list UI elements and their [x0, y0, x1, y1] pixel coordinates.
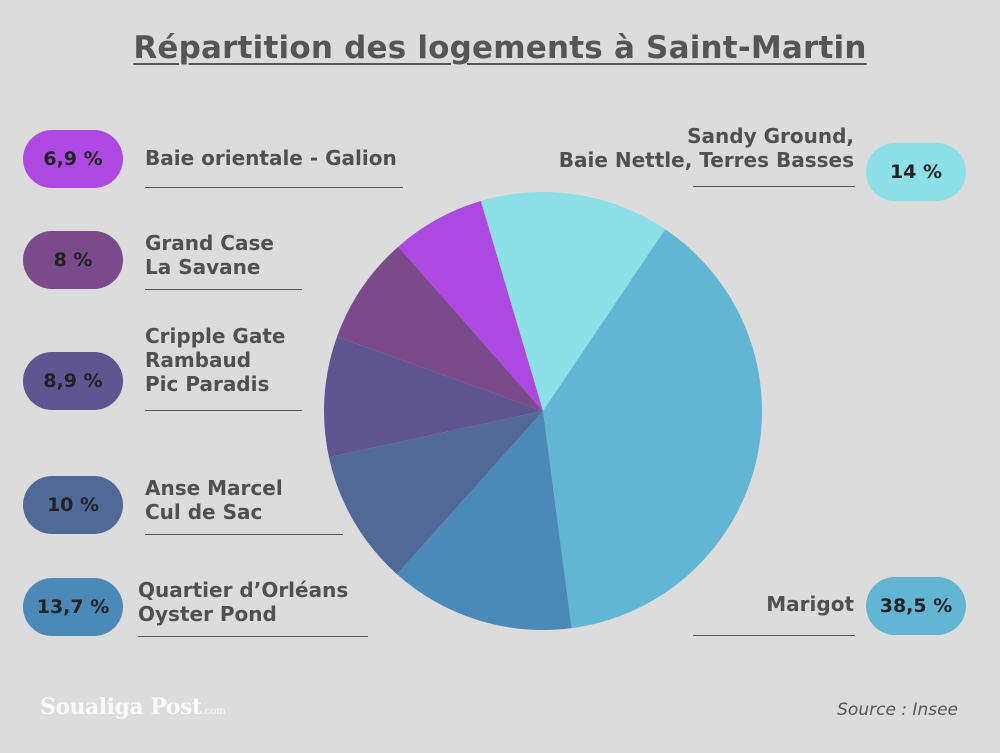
value-pill-grand-case: 8 %	[23, 231, 123, 289]
legend-rule-cripple-gate	[145, 410, 302, 411]
legend-rule-sandy-ground	[693, 186, 855, 187]
pie-slice-1	[543, 229, 762, 629]
chart-title: Répartition des logements à Saint-Martin	[133, 30, 867, 66]
legend-label-grand-case: Grand Case La Savane	[145, 231, 274, 279]
pie-slice-0	[480, 191, 666, 411]
value-pill-baie-orientale: 6,9 %	[23, 130, 123, 188]
source-note: Source : Insee	[837, 700, 958, 720]
legend-rule-quartier-orleans	[138, 636, 368, 637]
legend-label-baie-orientale: Baie orientale - Galion	[145, 146, 397, 170]
legend-label-sandy-ground: Sandy Ground, Baie Nettle, Terres Basses	[558, 124, 854, 172]
value-pill-anse-marcel: 10 %	[23, 476, 123, 534]
pie-slice-5	[337, 246, 543, 411]
legend-label-marigot: Marigot	[766, 592, 854, 616]
pie-slice-3	[328, 411, 543, 575]
pie-slice-6	[398, 201, 543, 411]
legend-label-quartier-orleans: Quartier d’Orléans Oyster Pond	[138, 578, 349, 626]
pie-slice-4	[324, 336, 543, 458]
value-pill-marigot: 38,5 %	[866, 577, 966, 635]
legend-label-cripple-gate: Cripple Gate Rambaud Pic Paradis	[145, 324, 286, 396]
legend-rule-anse-marcel	[145, 534, 343, 535]
legend-rule-grand-case	[145, 289, 302, 290]
value-pill-cripple-gate: 8,9 %	[23, 352, 123, 410]
pie-slice-2	[396, 411, 572, 630]
soualiga-post-logo: Soualiga Post.com	[40, 694, 226, 720]
value-pill-sandy-ground: 14 %	[866, 143, 966, 201]
legend-rule-baie-orientale	[145, 187, 403, 188]
value-pill-quartier-orleans: 13,7 %	[23, 578, 123, 636]
legend-rule-marigot	[693, 635, 855, 636]
legend-label-anse-marcel: Anse Marcel Cul de Sac	[145, 476, 283, 524]
